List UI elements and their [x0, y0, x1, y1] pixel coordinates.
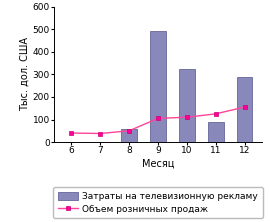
Bar: [150, 32, 166, 142]
Bar: [208, 122, 224, 142]
Y-axis label: Тыс. дол. США: Тыс. дол. США: [20, 37, 30, 111]
Legend: Затраты на телевизионную рекламу, Объем розничных продаж: Затраты на телевизионную рекламу, Объем …: [53, 187, 262, 218]
Bar: [237, 77, 252, 142]
X-axis label: Месяц: Месяц: [142, 158, 174, 168]
Bar: [179, 69, 195, 142]
Bar: [121, 129, 137, 142]
